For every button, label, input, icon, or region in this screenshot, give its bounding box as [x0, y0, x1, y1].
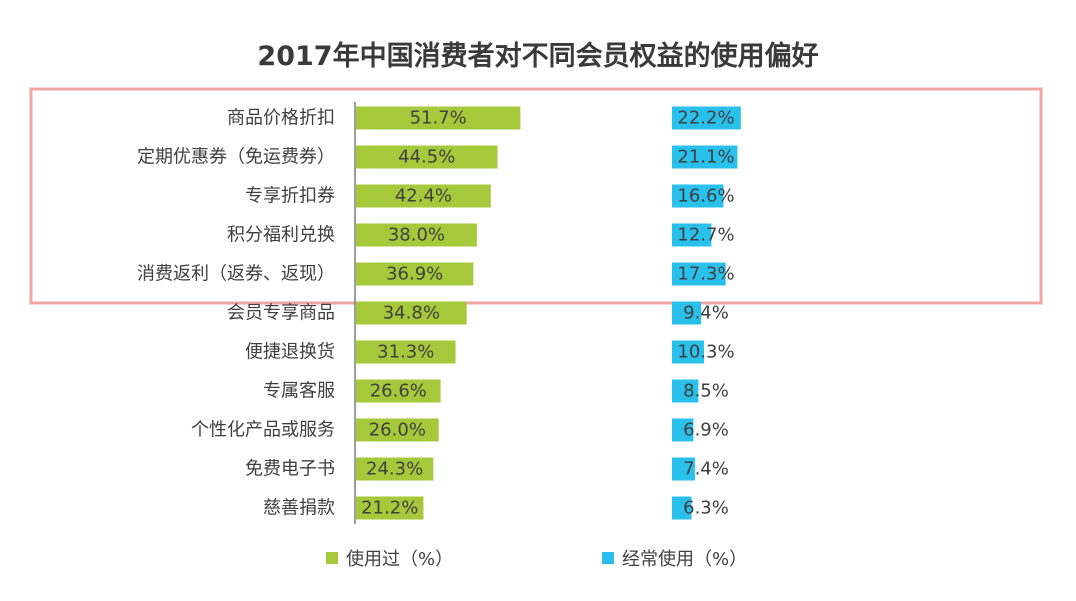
data-label-frequently-used: 12.7% — [677, 225, 734, 246]
series-frequently-used: 22.2% 21.1% 16.6% 12.7% 17.3% 9.4% 10.3% 8.5% 6.… — [672, 106, 741, 520]
category-label: 专属客服 — [263, 381, 335, 402]
series-used: 51.7% 44.5% 42.4% 38.0% 36.9% 34.8% 31.3% 26.6%… — [356, 106, 521, 520]
data-label-frequently-used: 17.3% — [677, 264, 734, 285]
legend-item-used: 使用过（%） — [326, 545, 453, 571]
bar-used — [356, 262, 474, 286]
legend-swatch-frequently-used — [602, 552, 614, 564]
data-label-frequently-used: 10.3% — [677, 342, 734, 363]
category-label: 免费电子书 — [245, 459, 335, 480]
bar-used — [356, 418, 439, 442]
bar-frequently-used — [672, 223, 712, 247]
category-label: 定期优惠券（免运费券） — [137, 147, 335, 168]
bar-frequently-used — [672, 145, 738, 169]
bar-frequently-used — [672, 496, 692, 520]
bar-used — [356, 184, 491, 208]
category-label: 会员专享商品 — [227, 303, 335, 324]
data-label-used: 36.9% — [386, 264, 443, 285]
data-label-used: 44.5% — [398, 147, 455, 168]
data-label-used: 34.8% — [383, 303, 440, 324]
bar-frequently-used — [672, 301, 702, 325]
legend-item-frequently-used: 经常使用（%） — [602, 545, 747, 571]
data-label-used: 42.4% — [395, 186, 452, 207]
bar-frequently-used — [672, 340, 704, 364]
category-label: 个性化产品或服务 — [191, 420, 335, 441]
data-label-used: 51.7% — [410, 108, 467, 129]
data-label-frequently-used: 7.4% — [683, 459, 729, 480]
bar-used — [356, 496, 424, 520]
category-label: 便捷退换货 — [245, 342, 335, 363]
data-label-used: 31.3% — [377, 342, 434, 363]
category-label: 专享折扣券 — [245, 186, 335, 207]
bar-frequently-used — [672, 457, 695, 481]
data-label-used: 26.6% — [370, 381, 427, 402]
bar-frequently-used — [672, 262, 726, 286]
bar-used — [356, 457, 434, 481]
bar-frequently-used — [672, 106, 741, 130]
category-label: 消费返利（返券、返现） — [137, 264, 335, 285]
data-label-frequently-used: 16.6% — [677, 186, 734, 207]
data-label-used: 24.3% — [366, 459, 423, 480]
bar-used — [356, 340, 456, 364]
data-label-used: 21.2% — [361, 498, 418, 519]
bar-used — [356, 301, 467, 325]
data-label-frequently-used: 22.2% — [677, 108, 734, 129]
data-label-frequently-used: 8.5% — [683, 381, 729, 402]
data-label-frequently-used: 6.3% — [683, 498, 729, 519]
category-label: 商品价格折扣 — [227, 108, 335, 129]
category-label: 积分福利兑换 — [227, 225, 335, 246]
data-label-frequently-used: 9.4% — [683, 303, 729, 324]
bar-frequently-used — [672, 418, 694, 442]
category-label: 慈善捐款 — [263, 498, 335, 519]
bar-frequently-used — [672, 184, 724, 208]
legend-swatch-used — [326, 552, 338, 564]
bar-used — [356, 223, 477, 247]
data-label-frequently-used: 21.1% — [677, 147, 734, 168]
bar-used — [356, 145, 498, 169]
data-label-used: 38.0% — [388, 225, 445, 246]
data-label-frequently-used: 6.9% — [683, 420, 729, 441]
legend-label-used: 使用过（%） — [346, 549, 454, 570]
highlight-box — [29, 87, 1043, 305]
data-label-used: 26.0% — [369, 420, 426, 441]
bar-used — [356, 106, 521, 130]
chart-title: 2017年中国消费者对不同会员权益的使用偏好 — [257, 41, 819, 72]
legend-label-frequently-used: 经常使用（%） — [622, 549, 748, 570]
bar-used — [356, 379, 441, 403]
bar-frequently-used — [672, 379, 699, 403]
